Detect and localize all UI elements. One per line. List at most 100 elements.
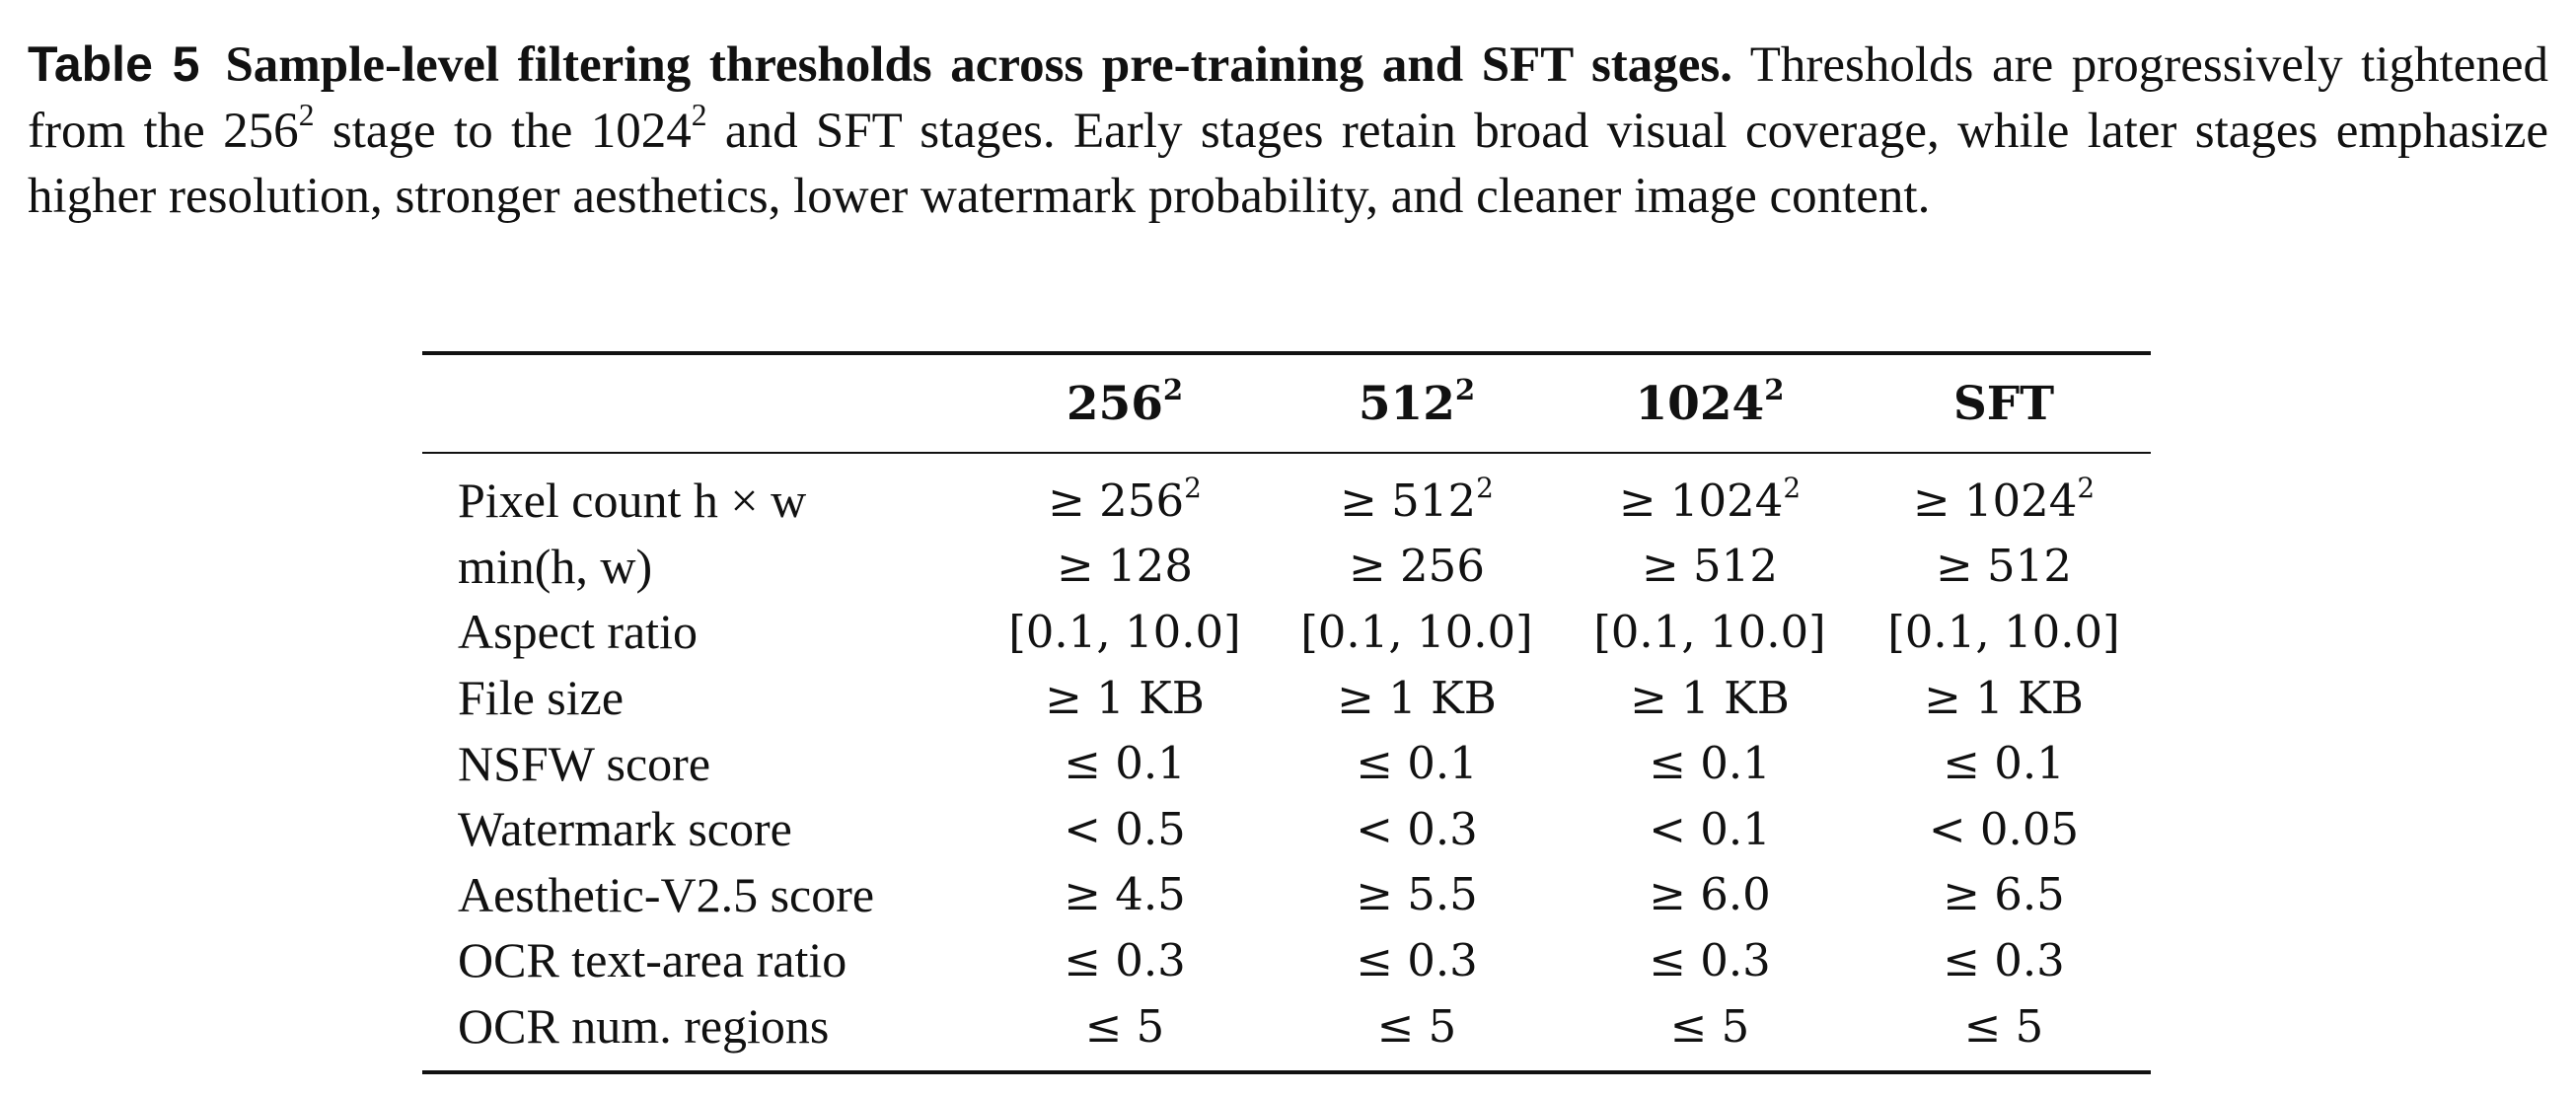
table-row: File size ≥ 1 KB ≥ 1 KB ≥ 1 KB ≥ 1 KB xyxy=(422,665,2151,731)
table-cell: ≤ 0.1 xyxy=(979,730,1271,796)
cell-value: ≥ 256 xyxy=(1349,540,1485,593)
table-row: Aspect ratio [0.1, 10.0] [0.1, 10.0] [0.1, … xyxy=(422,599,2151,665)
caption-label: Table 5 xyxy=(28,36,200,92)
table-row: Pixel count h × w ≥ 2562 ≥ 5122 ≥ 10242 ≥ 10… xyxy=(422,453,2151,534)
cell-value: [0.1, 10.0] xyxy=(1008,605,1241,658)
column-header-1024: 10242 xyxy=(1563,351,1857,454)
header-row: 2562 5122 10242 SFT xyxy=(422,351,2151,454)
table-cell: [0.1, 10.0] xyxy=(1563,599,1857,665)
column-header-256: 2562 xyxy=(979,351,1271,454)
row-label: Aspect ratio xyxy=(458,604,698,660)
table-cell: ≤ 5 xyxy=(1271,992,1563,1075)
cell-value: ≥ 1024 xyxy=(1618,474,1784,527)
threshold-table: 2562 5122 10242 SFT Pixel count h × w ≥ 2… xyxy=(422,351,2151,1075)
cell-value: < 0.3 xyxy=(1356,802,1478,855)
cell-value: ≤ 5 xyxy=(1376,999,1457,1053)
table-cell: ≥ 5122 xyxy=(1271,453,1563,534)
cell-value: ≥ 256 xyxy=(1048,474,1185,527)
table-cell: [0.1, 10.0] xyxy=(979,599,1271,665)
cell-value: ≤ 0.1 xyxy=(1356,737,1478,790)
row-label: min(h, w) xyxy=(458,538,653,594)
caption-text-b: stage to the 1024 xyxy=(314,103,692,159)
cell-value: ≤ 0.3 xyxy=(1943,933,2065,986)
table-row: NSFW score ≤ 0.1 ≤ 0.1 ≤ 0.1 ≤ 0.1 xyxy=(422,730,2151,796)
table-cell: ≤ 0.3 xyxy=(1563,927,1857,993)
table-cell: ≥ 1 KB xyxy=(1563,665,1857,731)
column-header-512: 5122 xyxy=(1271,351,1563,454)
table-cell: ≥ 2562 xyxy=(979,453,1271,534)
table-row: OCR text-area ratio ≤ 0.3 ≤ 0.3 ≤ 0.3 ≤ 0.3 xyxy=(422,927,2151,993)
header-empty-cell xyxy=(422,351,979,454)
table-cell: ≥ 512 xyxy=(1563,534,1857,600)
cell-value: [0.1, 10.0] xyxy=(1593,605,1826,658)
cell-value: ≤ 0.3 xyxy=(1649,933,1771,986)
table-cell: ≤ 0.1 xyxy=(1563,730,1857,796)
table-cell: < 0.5 xyxy=(979,796,1271,862)
table-cell: ≥ 5.5 xyxy=(1271,862,1563,928)
table-row: OCR num. regions ≤ 5 ≤ 5 ≤ 5 ≤ 5 xyxy=(422,992,2151,1075)
row-label: NSFW score xyxy=(458,735,711,791)
table-cell: ≤ 5 xyxy=(979,992,1271,1075)
table-cell: ≥ 6.0 xyxy=(1563,862,1857,928)
table-cell: ≤ 0.3 xyxy=(979,927,1271,993)
table-caption: Table 5 Sample-level filtering thresholds… xyxy=(28,32,2548,230)
cell-value: ≤ 0.1 xyxy=(1064,737,1186,790)
table-cell: ≤ 5 xyxy=(1857,992,2151,1075)
caption-text-c: and SFT stages. Early stages retain broa… xyxy=(28,103,2548,225)
table-cell: ≤ 5 xyxy=(1563,992,1857,1075)
cell-value: ≤ 0.3 xyxy=(1356,933,1478,986)
cell-superscript: 2 xyxy=(1783,472,1802,505)
table-cell: ≤ 0.3 xyxy=(1857,927,2151,993)
table-cell: ≥ 10242 xyxy=(1563,453,1857,534)
table-cell: ≥ 128 xyxy=(979,534,1271,600)
cell-value: < 0.05 xyxy=(1928,802,2080,855)
table-cell: [0.1, 10.0] xyxy=(1857,599,2151,665)
table-cell: [0.1, 10.0] xyxy=(1271,599,1563,665)
cell-value: ≥ 1 KB xyxy=(1630,671,1790,724)
cell-superscript: 2 xyxy=(1184,472,1202,505)
table-cell: ≥ 4.5 xyxy=(979,862,1271,928)
threshold-table-container: 2562 5122 10242 SFT Pixel count h × w ≥ 2… xyxy=(422,351,2151,1075)
cell-value: ≤ 5 xyxy=(1669,999,1750,1053)
table-cell: < 0.3 xyxy=(1271,796,1563,862)
caption-sup-b: 2 xyxy=(691,98,707,133)
cell-superscript: 2 xyxy=(2077,472,2096,505)
cell-superscript: 2 xyxy=(1476,472,1494,505)
row-label: OCR text-area ratio xyxy=(458,932,847,988)
cell-value: ≥ 512 xyxy=(1642,540,1778,593)
row-label: Watermark score xyxy=(458,801,792,857)
cell-value: < 0.5 xyxy=(1064,802,1186,855)
cell-value: ≥ 1024 xyxy=(1912,474,2078,527)
table-cell: < 0.1 xyxy=(1563,796,1857,862)
row-label: OCR num. regions xyxy=(422,992,979,1075)
cell-value: ≥ 6.5 xyxy=(1943,868,2065,921)
cell-value: ≥ 4.5 xyxy=(1064,868,1186,921)
table-row: Watermark score < 0.5 < 0.3 < 0.1 < 0.05 xyxy=(422,796,2151,862)
cell-value: ≥ 1 KB xyxy=(1924,671,2084,724)
cell-value: ≥ 6.0 xyxy=(1649,868,1771,921)
cell-value: < 0.1 xyxy=(1649,802,1771,855)
cell-value: ≥ 512 xyxy=(1936,540,2072,593)
cell-value: ≤ 0.1 xyxy=(1649,737,1771,790)
cell-value: [0.1, 10.0] xyxy=(1300,605,1533,658)
table-body: Pixel count h × w ≥ 2562 ≥ 5122 ≥ 10242 ≥ 10… xyxy=(422,453,2151,1075)
cell-value: ≥ 128 xyxy=(1057,540,1193,593)
table-cell: ≤ 0.3 xyxy=(1271,927,1563,993)
row-label: Aesthetic-V2.5 score xyxy=(458,866,875,922)
cell-value: ≥ 1 KB xyxy=(1045,671,1205,724)
table-cell: ≥ 1 KB xyxy=(1271,665,1563,731)
caption-title: Sample-level filtering thresholds across… xyxy=(225,37,1733,93)
caption-sup-a: 2 xyxy=(298,98,315,133)
table-cell: ≥ 256 xyxy=(1271,534,1563,600)
cell-value: ≥ 512 xyxy=(1340,474,1477,527)
table-cell: ≤ 0.1 xyxy=(1271,730,1563,796)
table-header: 2562 5122 10242 SFT xyxy=(422,351,2151,454)
cell-value: ≥ 5.5 xyxy=(1356,868,1478,921)
table-cell: ≥ 6.5 xyxy=(1857,862,2151,928)
column-header-sft: SFT xyxy=(1857,351,2151,454)
table-cell: ≥ 1 KB xyxy=(1857,665,2151,731)
table-cell: ≥ 1 KB xyxy=(979,665,1271,731)
table-cell: ≤ 0.1 xyxy=(1857,730,2151,796)
cell-value: ≤ 0.1 xyxy=(1943,737,2065,790)
table-cell: ≥ 10242 xyxy=(1857,453,2151,534)
